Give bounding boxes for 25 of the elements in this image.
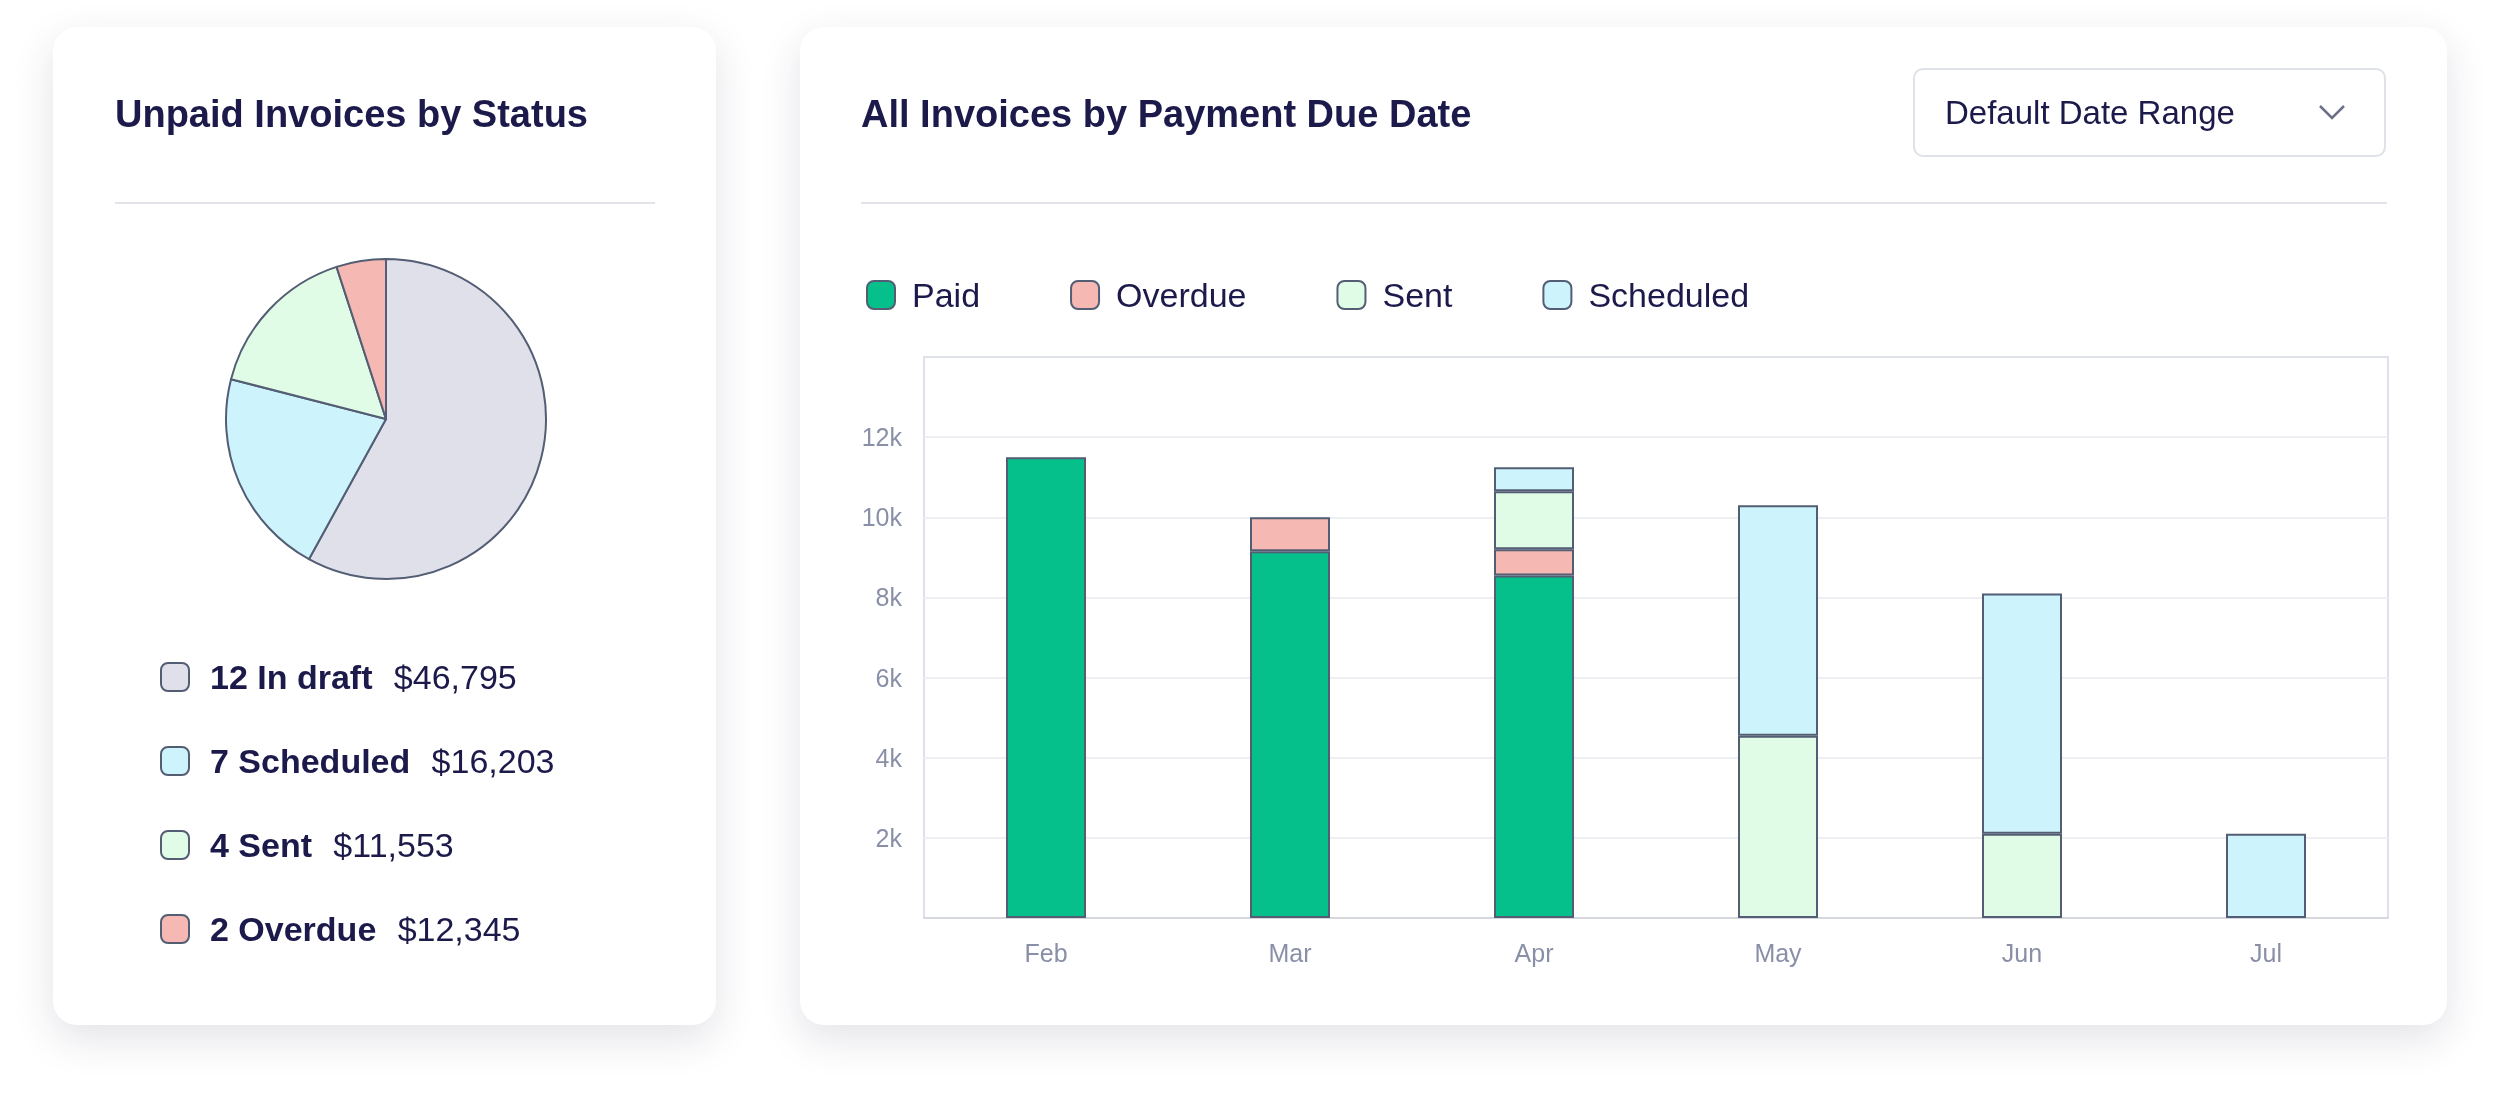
- y-tick-label: 12k: [861, 423, 903, 452]
- x-tick-label: Apr: [1514, 938, 1554, 967]
- legend-label: Sent: [1382, 276, 1453, 314]
- y-tick-label: 6k: [875, 663, 903, 692]
- y-tick-label: 8k: [875, 583, 903, 612]
- y-tick-label: 4k: [875, 743, 903, 772]
- x-tick-label: Jun: [2001, 938, 2043, 967]
- legend-label: 4 Sent $11,553: [210, 826, 454, 864]
- legend-label: Overdue: [1116, 276, 1247, 314]
- legend-label: 7 Scheduled $16,203: [210, 742, 555, 780]
- y-tick-label: 10k: [861, 503, 903, 532]
- bar: [1006, 457, 1086, 918]
- legend-label: Scheduled: [1588, 276, 1750, 314]
- text: Default Date Range: [1945, 93, 2235, 132]
- bar: [2226, 833, 2306, 918]
- chart-title: Unpaid Invoices by Status: [115, 93, 588, 136]
- x-tick-label: May: [1754, 938, 1803, 967]
- legend-label: Paid: [912, 276, 981, 314]
- x-tick-label: Mar: [1268, 938, 1312, 967]
- y-tick-label: 2k: [875, 823, 903, 852]
- legend-label: 2 Overdue $12,345: [210, 910, 521, 948]
- x-tick-label: Jul: [2250, 938, 2282, 967]
- x-tick-label: Feb: [1024, 938, 1068, 967]
- legend-label: 12 In draft $46,795: [210, 658, 517, 696]
- chart-title: All Invoices by Payment Due Date: [861, 93, 1472, 136]
